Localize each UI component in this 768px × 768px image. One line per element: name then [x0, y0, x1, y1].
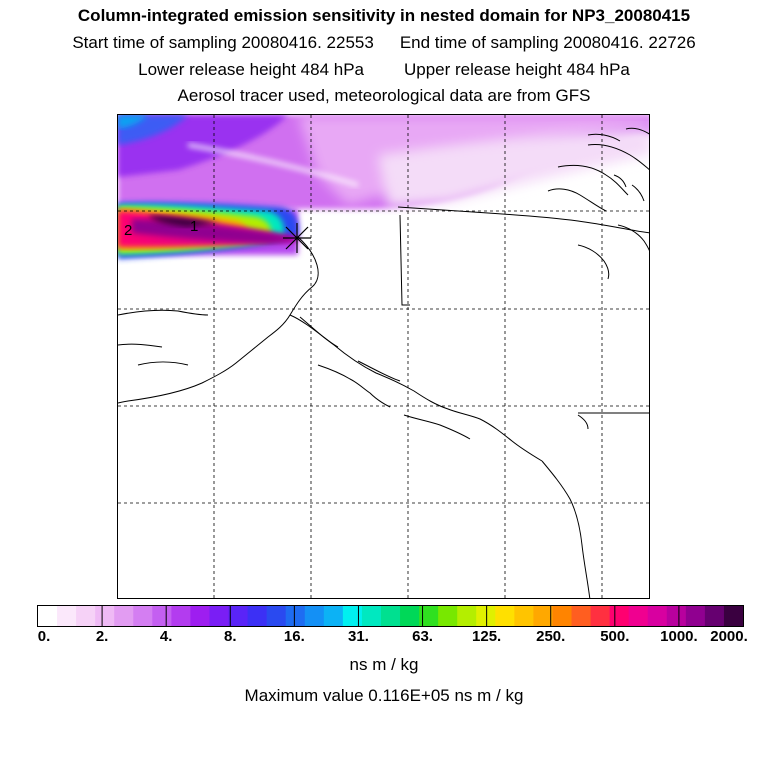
colorbar-tick-label: 8. — [224, 628, 237, 645]
colorbar-tick-label: 31. — [348, 628, 369, 645]
colorbar-segment — [533, 606, 553, 626]
release-upper: Upper release height 484 hPa — [404, 60, 630, 79]
colorbar-segment — [476, 606, 496, 626]
colorbar-segment — [419, 606, 439, 626]
colorbar-segment — [400, 606, 420, 626]
colorbar-segment — [438, 606, 458, 626]
colorbar-segment — [495, 606, 515, 626]
sampling-start: Start time of sampling 20080416. 22553 — [72, 33, 374, 52]
colorbar-segment — [285, 606, 306, 626]
colorbar-units: ns m / kg — [349, 655, 419, 674]
colorbar-tick-label: 125. — [472, 628, 502, 645]
colorbar-segment — [266, 606, 287, 626]
colorbar-segment — [457, 606, 477, 626]
colorbar-segment — [609, 606, 630, 626]
colorbar-tick-label: 250. — [536, 628, 566, 645]
colorbar-canvas — [38, 606, 743, 626]
colorbar-tick-label: 1000. — [660, 628, 698, 645]
trajectory-marker-2: 2 — [124, 222, 132, 239]
colorbar-tick-label: 4. — [159, 628, 173, 645]
colorbar-segment — [323, 606, 344, 626]
sensitivity-field — [118, 115, 649, 259]
map-panel: 2 1 — [117, 114, 650, 599]
colorbar-segment — [685, 606, 706, 626]
colorbar-tick-label: 500. — [600, 628, 630, 645]
colorbar-segment — [590, 606, 611, 626]
colorbar-segment — [380, 606, 401, 626]
colorbar-segment — [704, 606, 725, 626]
colorbar-tick-label: 63. — [412, 628, 433, 645]
colorbar-segment — [571, 606, 592, 626]
release-point-marker — [283, 223, 311, 253]
sampling-end: End time of sampling 20080416. 22726 — [399, 33, 696, 52]
colorbar-segment — [361, 606, 382, 626]
release-height-line: Lower release height 484 hPa Upper releas… — [0, 60, 768, 80]
release-lower: Lower release height 484 hPa — [138, 60, 364, 79]
colorbar-segment — [57, 606, 77, 626]
figure-title: Column-integrated emission sensitivity i… — [77, 6, 691, 25]
colorbar-segment — [114, 606, 134, 626]
colorbar-tick-label: 16. — [283, 628, 305, 645]
colorbar-segment — [209, 606, 230, 626]
colorbar-segment — [304, 606, 325, 626]
tracer-note: Aerosol tracer used, meteorological data… — [177, 86, 591, 105]
trajectory-marker-1: 1 — [190, 218, 198, 235]
colorbar-segment — [190, 606, 210, 626]
political-borders — [399, 214, 649, 414]
colorbar-segment — [723, 606, 743, 626]
colorbar-segment — [228, 606, 249, 626]
colorbar-tick-label: 2. — [95, 628, 109, 645]
colorbar-segment — [552, 606, 573, 626]
maximum-value: Maximum value 0.116E+05 ns m / kg — [244, 686, 524, 705]
sampling-time-line: Start time of sampling 20080416. 22553 En… — [0, 33, 768, 53]
colorbar-segment — [666, 606, 687, 626]
colorbar-segment — [133, 606, 153, 626]
colorbar-segment — [342, 606, 363, 626]
colorbar — [37, 605, 744, 627]
colorbar-segment — [38, 606, 58, 626]
colorbar-segment — [514, 606, 534, 626]
colorbar-segment — [76, 606, 96, 626]
colorbar-tick-labels: 0. 2. 4. 8. 16. 31. 63. 125. 250. 500. 1000. 2000. — [0, 628, 768, 650]
colorbar-segment — [95, 606, 115, 626]
colorbar-segment — [647, 606, 668, 626]
colorbar-tick-label: 0. — [37, 628, 51, 645]
colorbar-segment — [628, 606, 649, 626]
colorbar-tick-label: 2000. — [710, 628, 748, 645]
map-gridlines — [118, 115, 649, 598]
colorbar-segment — [247, 606, 268, 626]
colorbar-segment — [152, 606, 172, 626]
coastlines — [118, 127, 649, 598]
colorbar-segment — [171, 606, 191, 626]
map-canvas: 2 1 — [118, 115, 649, 598]
